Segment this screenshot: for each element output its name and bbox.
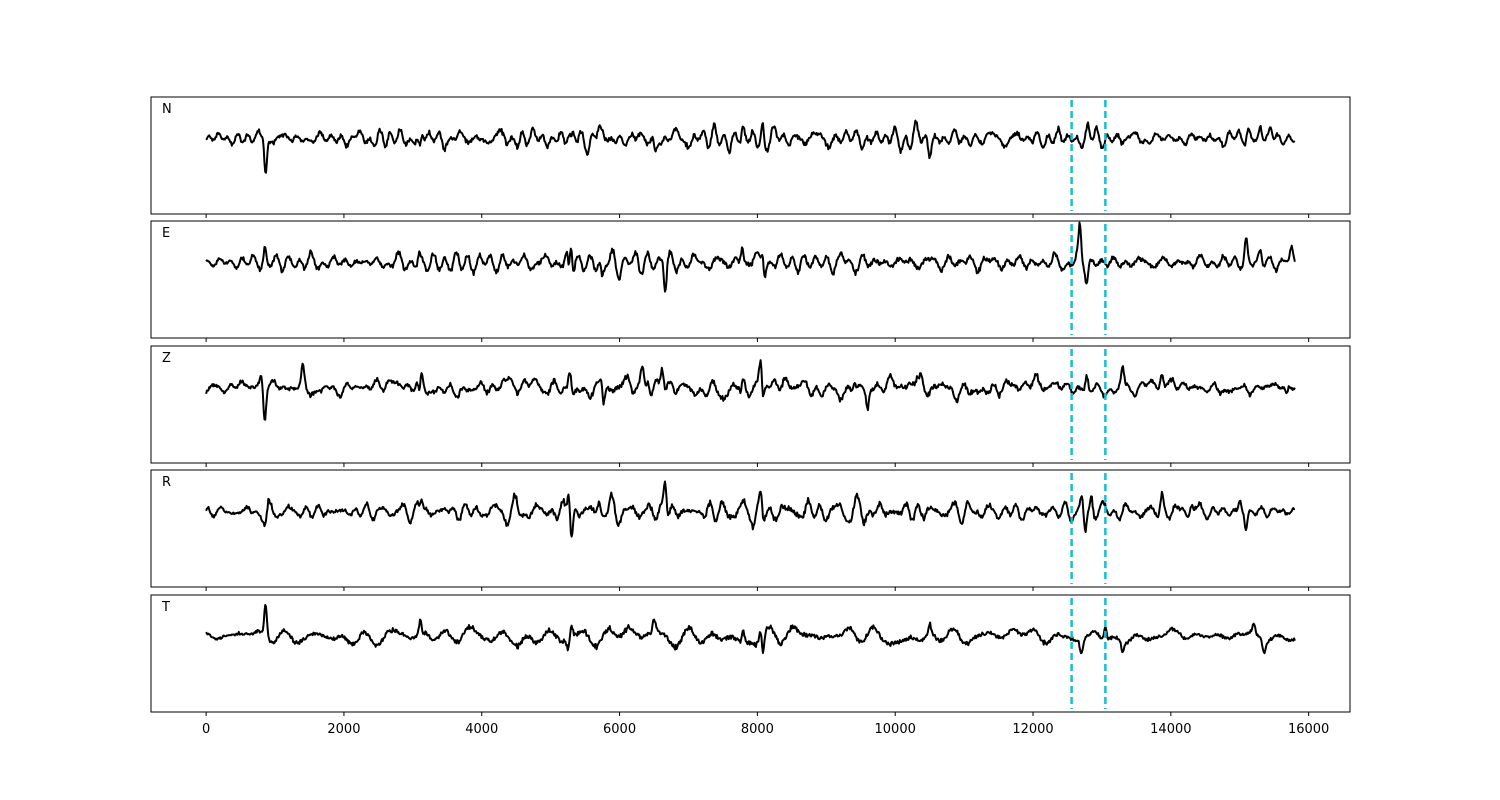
x-tick-label: 12000 [1012,722,1053,737]
panel-t: T [150,594,1351,716]
panel-r: R [150,469,1351,591]
panel-frame [150,594,1351,713]
panel-frame [150,469,1351,588]
trace-z [205,359,1296,421]
panel-frame [150,345,1351,464]
panel-e: E [150,220,1351,342]
x-tick-label: 4000 [465,722,498,737]
panel-label: N [162,102,172,117]
trace-t [205,603,1296,655]
trace-e [205,221,1296,293]
x-tick-label: 16000 [1288,722,1329,737]
panel-label: R [162,475,171,490]
panel-label: Z [162,351,171,366]
panel-frame [150,220,1351,339]
panels: N E Z R T [150,96,1351,716]
panel-z: Z [150,345,1351,467]
trace-n [205,119,1296,174]
panel-n: N [150,96,1351,218]
panel-label: E [162,226,170,241]
x-tick-label: 10000 [875,722,916,737]
trace-r [205,480,1296,538]
x-tick-label: 2000 [327,722,360,737]
x-tick-label: 6000 [603,722,636,737]
x-tick-label: 14000 [1150,722,1191,737]
panel-frame [150,96,1351,215]
x-tick-label: 0 [202,722,210,737]
x-tick-label: 8000 [741,722,774,737]
x-axis: 0 2000 4000 6000 8000 10000 12000 14000 16000 [202,722,1329,737]
panel-label: T [161,600,170,615]
